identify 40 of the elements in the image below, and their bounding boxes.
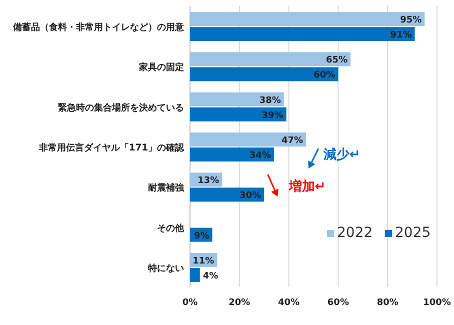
annotation: 増加↵ bbox=[288, 178, 326, 195]
data-label: 38% bbox=[259, 96, 281, 106]
x-tick-label: 0% bbox=[182, 298, 198, 308]
data-label: 11% bbox=[192, 256, 214, 266]
data-label: 47% bbox=[282, 136, 304, 146]
data-label: 95% bbox=[400, 16, 422, 26]
y-tick-label: 家具の固定 bbox=[138, 62, 184, 74]
data-label: 4% bbox=[202, 271, 218, 282]
x-tick-label: 80% bbox=[376, 298, 398, 308]
data-label: 9% bbox=[194, 231, 210, 242]
legend-label: 2025 bbox=[395, 225, 431, 241]
x-tick-label: 100% bbox=[423, 298, 451, 308]
y-tick-label: 耐震補強 bbox=[148, 182, 185, 194]
x-tick-label: 40% bbox=[278, 298, 300, 308]
data-label: 91% bbox=[390, 30, 412, 41]
data-label: 60% bbox=[314, 70, 336, 81]
legend-label: 2022 bbox=[337, 225, 373, 241]
y-tick-label: 非常用伝言ダイヤル「171」の確認 bbox=[38, 142, 185, 154]
data-label: 34% bbox=[249, 151, 271, 161]
x-tick-label: 20% bbox=[228, 298, 250, 308]
bar bbox=[190, 27, 415, 42]
bar bbox=[190, 92, 284, 106]
data-label: 39% bbox=[262, 110, 284, 121]
bar bbox=[190, 188, 264, 202]
annotation: 減少↵ bbox=[322, 148, 360, 163]
x-tick-label: 60% bbox=[327, 298, 349, 308]
y-tick-label: その他 bbox=[157, 222, 185, 234]
y-tick-label: 特にない bbox=[147, 262, 184, 274]
bar bbox=[190, 67, 338, 82]
bar bbox=[190, 52, 351, 66]
bar bbox=[190, 12, 425, 26]
data-label: 65% bbox=[326, 56, 348, 66]
y-tick-label: 緊急時の集合場所を決めている bbox=[58, 102, 184, 114]
bar bbox=[190, 107, 286, 122]
bar bbox=[190, 132, 306, 146]
bar bbox=[190, 148, 274, 162]
data-label: 30% bbox=[240, 191, 262, 202]
bar bbox=[190, 268, 200, 282]
data-label: 13% bbox=[198, 176, 220, 186]
y-tick-label: 備蓄品（食料・非常用トイレなど）の用意 bbox=[12, 22, 185, 34]
